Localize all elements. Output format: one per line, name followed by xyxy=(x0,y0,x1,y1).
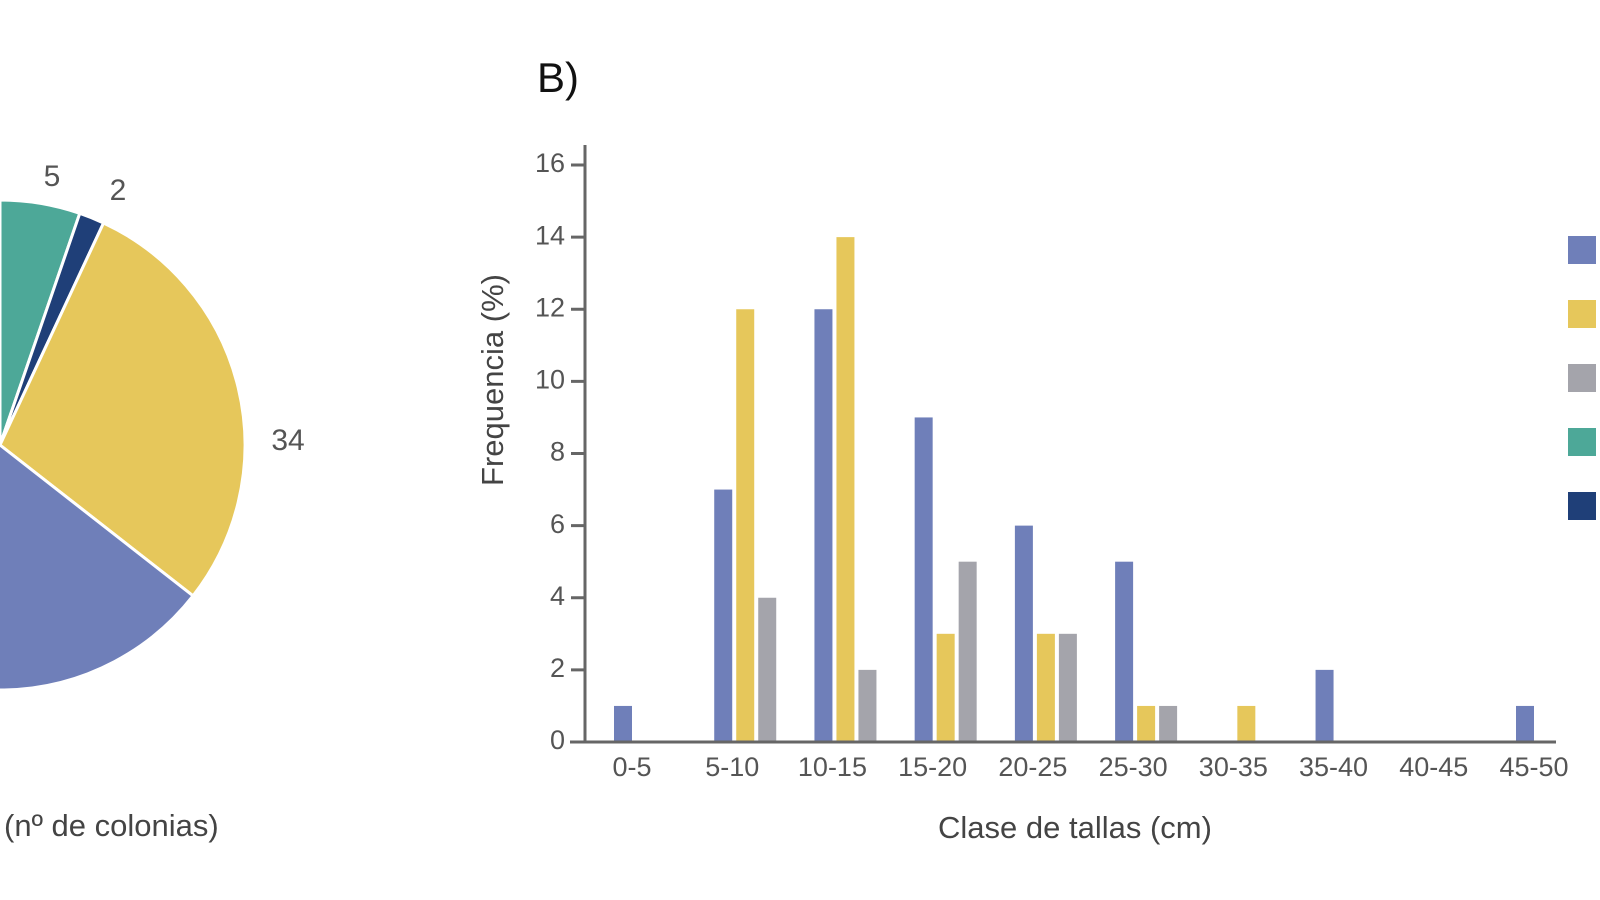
bar-yellow-20-25 xyxy=(1036,633,1055,742)
bar-gray-15-20 xyxy=(958,561,977,742)
bar-yellow-15-20 xyxy=(936,633,955,742)
x-tick-label: 5-10 xyxy=(705,752,759,782)
bar-gray-10-15 xyxy=(858,669,877,742)
panel-label: B) xyxy=(537,54,579,101)
y-tick-label: 4 xyxy=(550,581,565,611)
bar-yellow-30-35 xyxy=(1237,705,1256,742)
legend-swatch-navy xyxy=(1568,492,1596,520)
bars xyxy=(614,237,1534,742)
legend-swatch-yellow xyxy=(1568,300,1596,328)
bar-blue-15-20 xyxy=(914,417,933,742)
bar-gray-20-25 xyxy=(1058,633,1077,742)
x-tick-label: 10-15 xyxy=(798,752,867,782)
bar-chart: B) Frequencia (%) Clase de tallas (cm) 0… xyxy=(475,54,1596,845)
x-tick-label: 20-25 xyxy=(998,752,1067,782)
x-tick-label: 15-20 xyxy=(898,752,967,782)
y-tick-label: 10 xyxy=(535,365,565,395)
y-tick-label: 6 xyxy=(550,509,565,539)
bar-blue-10-15 xyxy=(814,309,833,742)
y-tick-label: 2 xyxy=(550,653,565,683)
pie-slice-34 xyxy=(0,220,247,598)
legend-swatch-blue xyxy=(1568,236,1596,264)
y-tick-label: 0 xyxy=(550,725,565,755)
x-ticks: 0-5 5-10 10-15 15-20 20-25 25-30 30-35 35-40 40-… xyxy=(612,752,1568,782)
x-tick-label: 25-30 xyxy=(1099,752,1168,782)
pie-caption: (nº de colonias) xyxy=(4,808,219,843)
bar-blue-20-25 xyxy=(1014,525,1033,742)
y-ticks: 0 2 4 6 8 10 12 14 16 xyxy=(535,148,585,755)
x-tick-label: 40-45 xyxy=(1399,752,1468,782)
x-tick-label: 0-5 xyxy=(612,752,651,782)
bar-blue-5-10 xyxy=(714,489,733,742)
y-tick-label: 12 xyxy=(535,292,565,322)
y-axis-label: Frequencia (%) xyxy=(475,274,510,486)
y-tick-label: 16 xyxy=(535,148,565,178)
x-tick-label: 45-50 xyxy=(1499,752,1568,782)
bar-blue-35-40 xyxy=(1315,669,1334,742)
bar-yellow-25-30 xyxy=(1137,705,1156,742)
legend xyxy=(1568,236,1596,520)
bar-gray-5-10 xyxy=(758,597,777,742)
bar-gray-25-30 xyxy=(1159,705,1178,742)
pie-slice-unlabeled xyxy=(0,443,196,692)
x-tick-label: 35-40 xyxy=(1299,752,1368,782)
legend-swatch-teal xyxy=(1568,428,1596,456)
pie-label: 5 xyxy=(44,160,61,193)
x-axis-label: Clase de tallas (cm) xyxy=(938,810,1212,845)
pie-label: 34 xyxy=(271,424,304,457)
pie-slices xyxy=(0,198,247,692)
bar-blue-0-5 xyxy=(614,705,632,742)
legend-swatch-gray xyxy=(1568,364,1596,392)
x-tick-label: 30-35 xyxy=(1199,752,1268,782)
pie-chart: 5 2 34 (nº de colonias) xyxy=(0,160,305,843)
pie-label: 2 xyxy=(110,174,127,207)
bar-blue-45-50 xyxy=(1516,705,1534,742)
bar-yellow-5-10 xyxy=(736,309,755,742)
bar-blue-25-30 xyxy=(1115,561,1134,742)
bar-yellow-10-15 xyxy=(836,237,855,742)
y-tick-label: 14 xyxy=(535,220,565,250)
pie-labels: 5 2 34 xyxy=(44,160,305,457)
y-tick-label: 8 xyxy=(550,437,565,467)
